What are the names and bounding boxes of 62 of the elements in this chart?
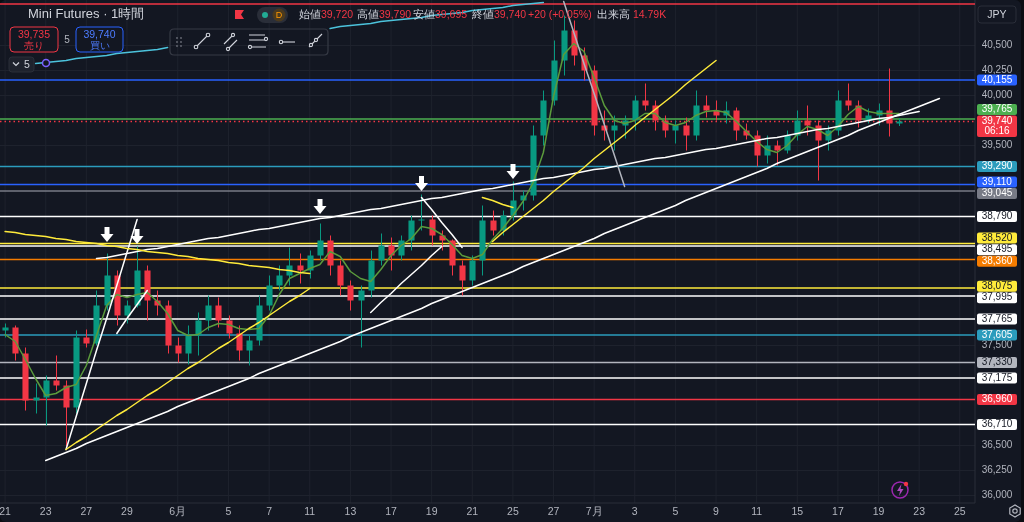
x-tick-label: 3 — [631, 504, 638, 517]
x-tick-label: 6月 — [169, 504, 187, 517]
ref-line-label: 38,360 — [981, 254, 1013, 266]
y-tick-label: 39,500 — [981, 139, 1013, 151]
y-tick-label: 40,250 — [981, 64, 1013, 76]
ref-line-label: 36,960 — [981, 393, 1013, 405]
x-tick-label: 27 — [80, 504, 93, 517]
annotation: 39,740 — [83, 27, 116, 40]
annotation: 39,735 — [17, 27, 51, 40]
ref-line-label: 37,175 — [981, 371, 1013, 383]
x-tick-label: 17 — [832, 504, 844, 517]
x-tick-label: 11 — [751, 504, 763, 517]
annotation: 始値39,720 — [299, 7, 354, 20]
x-tick-label: 21 — [0, 504, 12, 517]
annotation: 5 — [64, 33, 71, 45]
ref-line-label: 37,330 — [981, 356, 1013, 368]
ref-line-label: 38,495 — [981, 243, 1013, 255]
ref-line-label: 37,995 — [981, 291, 1013, 303]
x-tick-label: 27 — [547, 504, 560, 517]
ref-line-label: 39,765 — [981, 103, 1013, 115]
x-tick-label: 23 — [39, 504, 52, 517]
x-tick-label: 25 — [507, 504, 519, 517]
y-tick-label: 40,000 — [981, 89, 1013, 101]
x-tick-label: 9 — [713, 504, 720, 517]
ref-line-label: 40,155 — [981, 73, 1013, 85]
y-tick-label: 40,500 — [981, 39, 1013, 51]
ref-line-label: 38,075 — [981, 279, 1013, 291]
annotation: 売り — [24, 39, 44, 51]
ref-line-label: 38,790 — [981, 210, 1013, 222]
x-tick-label: 11 — [304, 504, 316, 517]
ref-line-label: 36,710 — [981, 418, 1013, 430]
ref-line-label: 39,045 — [981, 187, 1013, 199]
y-tick-label: 36,500 — [981, 439, 1013, 451]
y-tick-label: 36,000 — [981, 489, 1013, 501]
x-tick-label: 7月 — [585, 504, 603, 517]
ref-line-label: 39,290 — [981, 160, 1013, 172]
annotation: 買い — [89, 39, 110, 51]
x-tick-label: 21 — [466, 504, 479, 517]
ref-line-label: 37,605 — [981, 328, 1013, 340]
x-tick-label: 13 — [344, 504, 357, 517]
x-tick-label: 15 — [791, 504, 804, 517]
ref-line-label: 38,520 — [981, 231, 1013, 243]
text: Mini Futures · 1時間 — [28, 6, 145, 22]
x-tick-label: 25 — [953, 504, 966, 517]
x-tick-label: 5 — [672, 504, 679, 517]
text: JPY — [987, 7, 1007, 20]
y-tick-label: 37,500 — [981, 339, 1013, 351]
x-tick-label: 5 — [225, 504, 232, 517]
ref-line-label: 37,765 — [981, 312, 1013, 324]
x-tick-label: 29 — [121, 504, 133, 517]
x-tick-label: 19 — [425, 504, 438, 517]
x-tick-label: 17 — [385, 504, 398, 517]
ref-line-label: 39,110 — [982, 175, 1013, 187]
ref-line-label: 39,740 06:16 — [981, 114, 1013, 137]
annotation: 終値39,740 — [471, 7, 527, 20]
x-tick-label: 7 — [266, 504, 273, 517]
y-tick-label: 36,250 — [981, 464, 1013, 476]
x-tick-label: 19 — [872, 504, 885, 517]
annotation: 出来高 14.79K — [597, 7, 667, 20]
x-tick-label: 23 — [913, 504, 926, 517]
annotation: 高値39,790 — [357, 7, 412, 20]
annotation: 5 — [24, 57, 31, 70]
